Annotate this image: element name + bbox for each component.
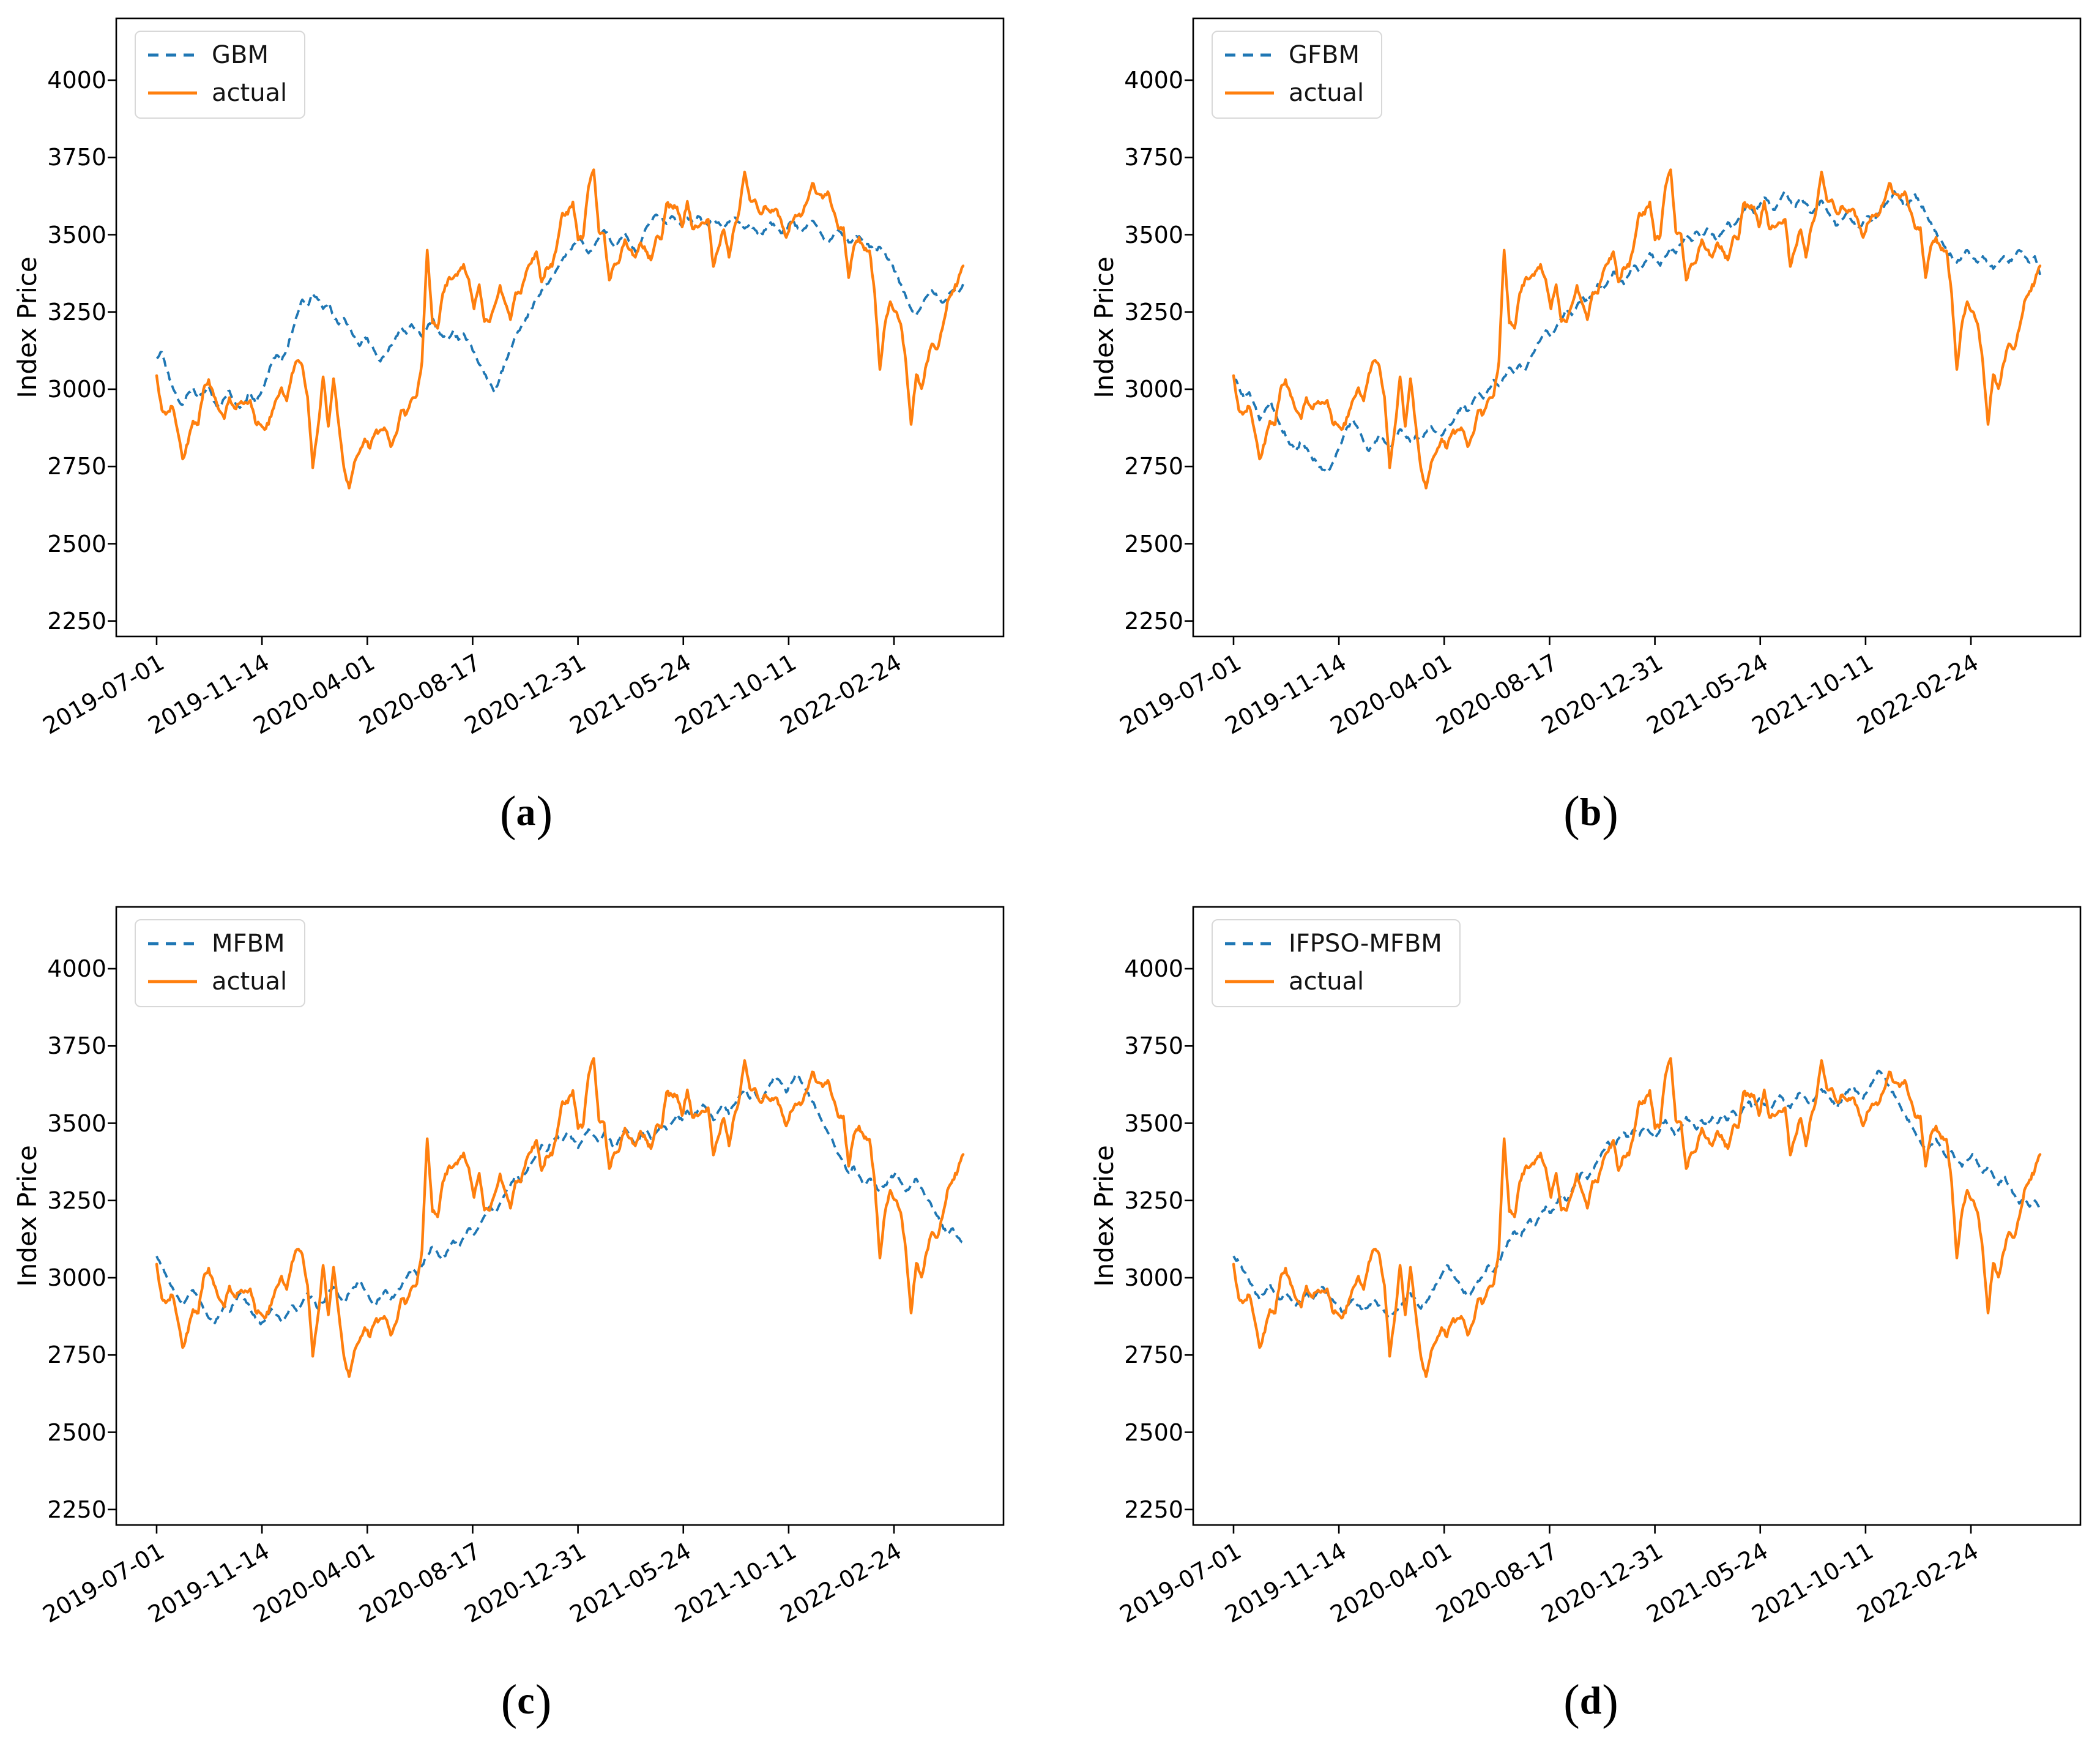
legend-label: GFBM <box>1289 41 1360 69</box>
y-tick-label: 3250 <box>47 1187 106 1214</box>
panel-caption-c: (c) <box>367 1675 685 1731</box>
y-tick-label: 2250 <box>1124 1496 1183 1523</box>
cap-paren: ( <box>499 787 516 841</box>
model-series-line-c <box>155 1072 964 1325</box>
model-line-sample-icon <box>148 942 197 945</box>
y-tick-label: 3250 <box>1124 298 1183 326</box>
y-tick-label: 2500 <box>47 530 106 557</box>
panel-caption-d: (d) <box>1432 1675 1750 1731</box>
y-tick-label: 4000 <box>1124 67 1183 94</box>
y-tick-label: 3750 <box>1124 144 1183 171</box>
y-tick-label: 2750 <box>1124 453 1183 480</box>
actual-line-sample-icon <box>148 91 197 95</box>
legend-label: MFBM <box>212 930 285 958</box>
y-tick-label: 2250 <box>1124 607 1183 635</box>
y-axis-title: Index Price <box>1089 256 1119 398</box>
legend-item-model: GBM <box>147 42 287 69</box>
y-axis-title: Index Price <box>12 1145 42 1287</box>
y-tick-label: 3000 <box>1124 376 1183 403</box>
actual-line-sample-icon <box>1225 91 1274 95</box>
model-line-sample-icon <box>1225 942 1274 945</box>
legend-label: actual <box>1289 79 1365 107</box>
legend-label: actual <box>212 79 288 107</box>
cap-paren: ( <box>1563 1676 1580 1729</box>
actual-series-line-a <box>155 168 965 490</box>
y-tick-label: 3500 <box>1124 1109 1183 1137</box>
y-tick-label: 3000 <box>1124 1264 1183 1291</box>
axes-box-d <box>1192 906 2082 1526</box>
y-tick-label: 3500 <box>1124 221 1183 248</box>
legend-item-actual: actual <box>1224 968 1442 995</box>
y-tick-label: 2500 <box>1124 530 1183 557</box>
legend-item-model: GFBM <box>1224 42 1364 69</box>
y-tick-label: 3750 <box>47 144 106 171</box>
y-tick-label: 2750 <box>1124 1341 1183 1369</box>
legend-item-actual: actual <box>1224 80 1364 106</box>
y-tick-label: 4000 <box>1124 955 1183 982</box>
legend-label: actual <box>212 967 288 996</box>
y-axis-title: Index Price <box>12 256 42 398</box>
y-tick-label: 3500 <box>47 221 106 248</box>
cap-paren: ) <box>1602 787 1618 841</box>
model-line-sample-icon <box>148 53 197 57</box>
model-series-line-a <box>155 213 964 409</box>
axes-box-c <box>115 906 1005 1526</box>
legend-item-model: IFPSO-MFBM <box>1224 930 1442 957</box>
y-tick-label: 4000 <box>47 955 106 982</box>
y-tick-label: 3000 <box>47 1264 106 1291</box>
y-axis-title: Index Price <box>1089 1145 1119 1287</box>
panel-caption-b: (b) <box>1432 786 1750 842</box>
legend-item-model: MFBM <box>147 930 287 957</box>
actual-line-sample-icon <box>148 980 197 983</box>
y-tick-label: 2250 <box>47 1496 106 1523</box>
y-tick-label: 3250 <box>1124 1187 1183 1214</box>
y-tick-label: 3000 <box>47 376 106 403</box>
axes-box-b <box>1192 17 2082 638</box>
actual-series-line-b <box>1232 168 2042 490</box>
y-tick-label: 2250 <box>47 607 106 635</box>
legend-box-a: GBM actual <box>135 31 306 119</box>
legend-item-actual: actual <box>147 968 287 995</box>
actual-series-line-c <box>155 1057 965 1378</box>
axes-box-a <box>115 17 1005 638</box>
cap-paren: ) <box>536 787 553 841</box>
cap-paren: ( <box>1563 787 1580 841</box>
model-series-line-b <box>1232 190 2041 474</box>
y-tick-label: 2750 <box>47 453 106 480</box>
cap-letter: c <box>517 1679 535 1722</box>
cap-paren: ) <box>1602 1676 1618 1729</box>
legend-label: GBM <box>212 41 269 69</box>
y-tick-label: 3750 <box>1124 1032 1183 1060</box>
y-tick-label: 2500 <box>1124 1419 1183 1446</box>
actual-line-sample-icon <box>1225 980 1274 983</box>
cap-letter: d <box>1579 1679 1603 1722</box>
legend-item-actual: actual <box>147 80 287 106</box>
panel-caption-a: (a) <box>367 786 685 842</box>
cap-letter: b <box>1579 790 1603 833</box>
y-tick-label: 4000 <box>47 67 106 94</box>
legend-box-b: GFBM actual <box>1212 31 1383 119</box>
actual-series-line-d <box>1232 1057 2042 1378</box>
y-tick-label: 2750 <box>47 1341 106 1369</box>
legend-box-c: MFBM actual <box>135 919 306 1007</box>
legend-label: IFPSO-MFBM <box>1289 930 1442 958</box>
cap-paren: ( <box>501 1676 518 1729</box>
legend-box-d: IFPSO-MFBM actual <box>1212 919 1461 1007</box>
legend-label: actual <box>1289 967 1365 996</box>
y-tick-label: 3250 <box>47 298 106 326</box>
model-series-line-d <box>1232 1069 2041 1319</box>
cap-paren: ) <box>535 1676 552 1729</box>
model-line-sample-icon <box>1225 53 1274 57</box>
y-tick-label: 2500 <box>47 1419 106 1446</box>
y-tick-label: 3750 <box>47 1032 106 1060</box>
y-tick-label: 3500 <box>47 1109 106 1137</box>
cap-letter: a <box>516 790 537 833</box>
